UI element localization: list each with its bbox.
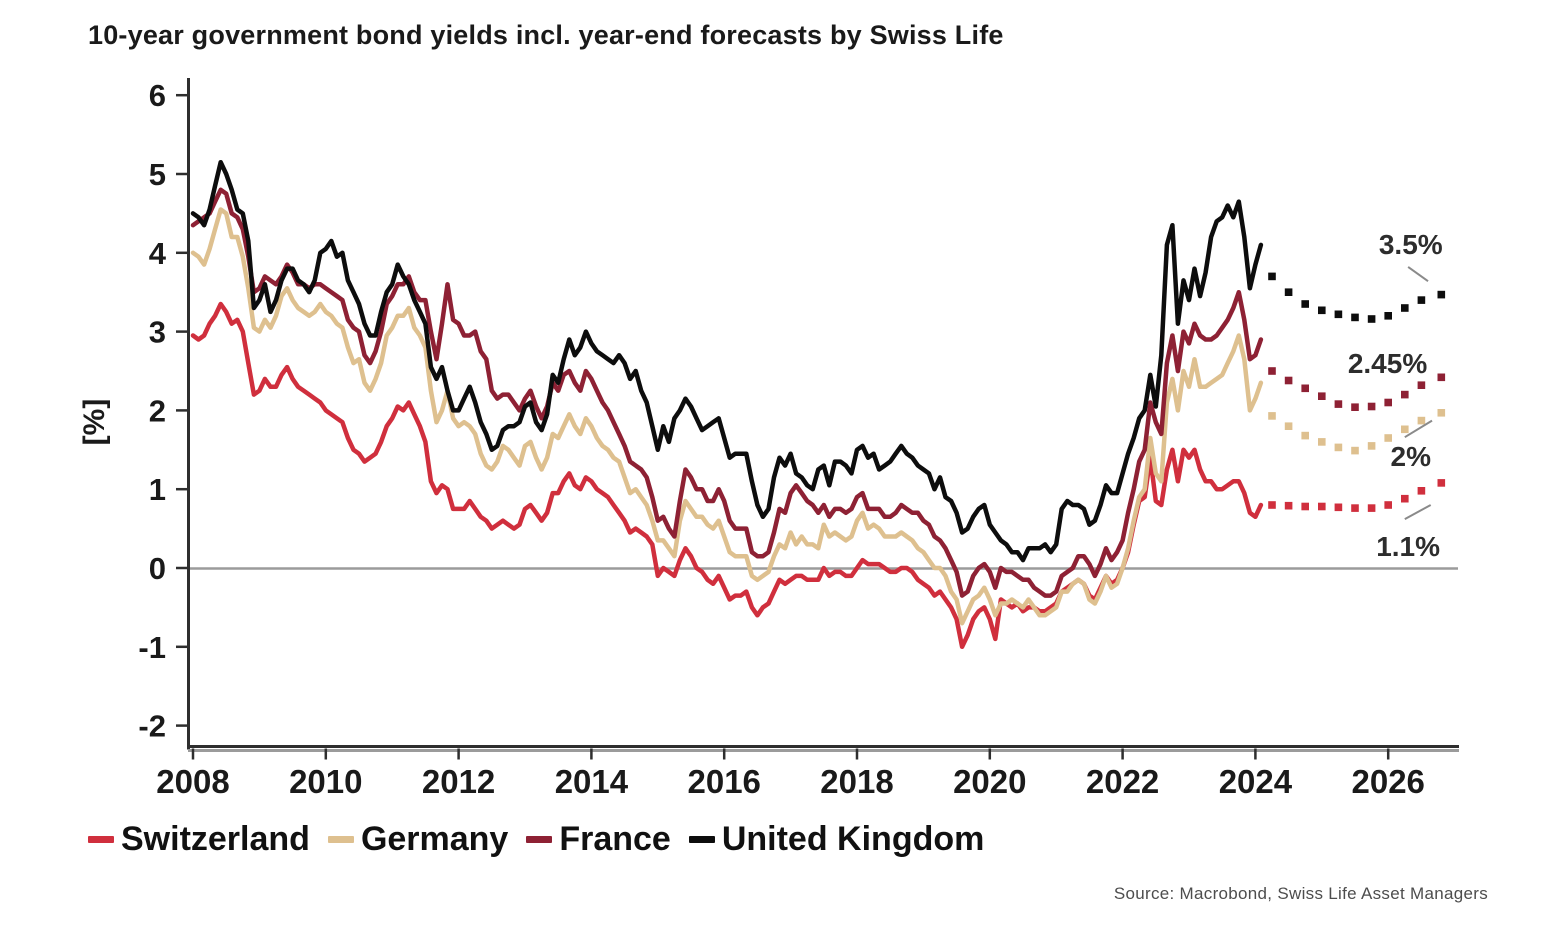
forecast-dot-switzerland: [1401, 494, 1409, 503]
forecast-dot-france: [1334, 400, 1343, 408]
forecast-dot-germany: [1301, 431, 1309, 440]
forecast-dot-switzerland: [1334, 503, 1343, 512]
y-tick-label: 2: [149, 393, 166, 428]
forecast-dot-united-kingdom: [1401, 304, 1409, 312]
y-tick-label: 1: [149, 472, 166, 507]
annotation-callout-line: [1407, 266, 1429, 282]
legend-item-germany: Germany: [327, 820, 509, 859]
y-tick-label: 3: [149, 315, 166, 350]
y-tick-label: 5: [149, 157, 166, 192]
forecast-annotation: 2.45%: [1348, 348, 1427, 379]
x-tick-label: 2014: [555, 763, 629, 800]
forecast-dot-germany: [1417, 416, 1426, 425]
x-tick-label: 2022: [1086, 763, 1159, 800]
forecast-dot-france: [1417, 381, 1426, 389]
forecast-dot-switzerland: [1268, 501, 1276, 509]
forecast-dot-germany: [1367, 442, 1376, 450]
y-tick-label: 0: [149, 551, 166, 586]
forecast-dot-france: [1318, 392, 1326, 400]
forecast-dot-switzerland: [1284, 501, 1293, 510]
x-tick-label: 2020: [953, 763, 1026, 800]
forecast-dot-united-kingdom: [1417, 296, 1426, 304]
forecast-dot-germany: [1384, 434, 1392, 442]
legend-label-france: France: [559, 820, 671, 858]
x-tick-label: 2016: [687, 763, 760, 800]
forecast-dot-switzerland: [1318, 502, 1326, 511]
forecast-dot-germany: [1334, 443, 1343, 452]
forecast-dot-switzerland: [1301, 502, 1309, 511]
forecast-dot-united-kingdom: [1384, 312, 1392, 320]
forecast-dot-france: [1401, 390, 1409, 399]
forecast-dot-germany: [1284, 422, 1293, 430]
legend-item-switzerland: Switzerland: [88, 820, 310, 859]
forecast-dot-france: [1301, 384, 1309, 393]
forecast-annotation: 2%: [1391, 441, 1432, 472]
y-tick-label: -2: [138, 709, 166, 744]
forecast-dot-germany: [1268, 412, 1276, 420]
forecast-dot-united-kingdom: [1318, 306, 1326, 315]
legend-label-united-kingdom: United Kingdom: [721, 820, 985, 858]
forecast-dot-france: [1284, 376, 1293, 385]
forecast-dot-switzerland: [1367, 504, 1376, 512]
forecast-dot-germany: [1318, 438, 1326, 446]
annotation-callout-line: [1404, 419, 1433, 439]
y-axis-unit-label: [%]: [78, 399, 111, 446]
legend-item-united-kingdom: United Kingdom: [688, 820, 985, 859]
x-tick-label: 2008: [156, 763, 229, 800]
forecast-dot-france: [1437, 373, 1446, 382]
x-tick-label: 2010: [289, 763, 362, 800]
forecast-dot-united-kingdom: [1351, 313, 1359, 322]
y-tick-label: -1: [138, 630, 166, 665]
x-tick-label: 2024: [1219, 763, 1293, 800]
x-tick-label: 2018: [820, 763, 893, 800]
legend-label-switzerland: Switzerland: [121, 820, 310, 858]
forecast-annotation: 1.1%: [1376, 531, 1440, 562]
forecast-dot-united-kingdom: [1268, 272, 1276, 281]
legend-swatch-united-kingdom: [688, 836, 715, 843]
legend-swatch-germany: [327, 836, 354, 843]
forecast-dot-germany: [1351, 446, 1359, 455]
y-tick-label: 4: [149, 236, 167, 271]
forecast-dot-united-kingdom: [1334, 310, 1343, 319]
forecast-dot-united-kingdom: [1367, 315, 1376, 323]
chart-legend: Switzerland Germany France United Kingdo…: [88, 820, 984, 859]
x-tick-label: 2026: [1351, 763, 1424, 800]
forecast-dot-switzerland: [1417, 487, 1426, 495]
forecast-dot-france: [1367, 402, 1376, 411]
forecast-dot-france: [1384, 398, 1392, 407]
forecast-dot-united-kingdom: [1284, 288, 1293, 296]
history-line-france: [190, 187, 1264, 598]
legend-item-france: France: [526, 820, 671, 859]
forecast-dot-switzerland: [1437, 479, 1446, 487]
history-line-united-kingdom: [190, 159, 1264, 563]
forecast-dot-france: [1268, 367, 1276, 375]
y-tick-label: 6: [149, 78, 166, 113]
annotation-callout-line: [1404, 504, 1432, 521]
source-note: Source: Macrobond, Swiss Life Asset Mana…: [1113, 884, 1488, 903]
history-line-germany: [190, 207, 1264, 626]
forecast-dot-germany: [1401, 425, 1409, 434]
forecast-dot-switzerland: [1384, 501, 1392, 509]
forecast-dot-united-kingdom: [1437, 290, 1446, 299]
forecast-dot-germany: [1437, 409, 1446, 417]
chart-title: 10-year government bond yields incl. yea…: [88, 20, 1004, 50]
forecast-dot-france: [1351, 403, 1359, 411]
forecast-dot-united-kingdom: [1301, 300, 1309, 308]
legend-label-germany: Germany: [360, 820, 509, 858]
legend-swatch-france: [526, 836, 553, 843]
forecast-dot-switzerland: [1351, 504, 1359, 512]
forecast-annotation: 3.5%: [1379, 229, 1443, 260]
legend-swatch-switzerland: [88, 836, 114, 843]
x-tick-label: 2012: [422, 763, 495, 800]
